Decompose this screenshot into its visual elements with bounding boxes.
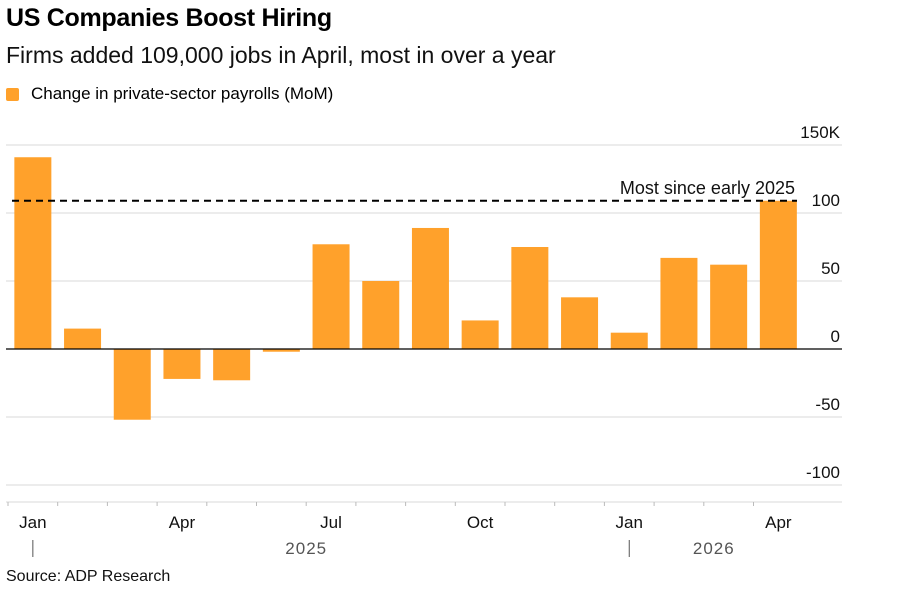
- x-tick-label: Jan: [616, 513, 643, 532]
- bar: [113, 349, 151, 420]
- bar: [610, 332, 648, 349]
- x-tick-label: Apr: [169, 513, 196, 532]
- legend-label: Change in private-sector payrolls (MoM): [31, 84, 334, 103]
- bar: [213, 349, 251, 381]
- year-label: 2025: [285, 539, 327, 558]
- reference-line-label: Most since early 2025: [620, 178, 795, 198]
- y-tick-label: 150K: [800, 123, 840, 142]
- x-tick-label: Jan: [19, 513, 46, 532]
- bar: [14, 157, 52, 349]
- y-tick-label: 100: [812, 191, 840, 210]
- bar: [262, 349, 300, 352]
- bar: [660, 257, 698, 349]
- legend-swatch: [6, 87, 19, 101]
- bar: [64, 328, 102, 349]
- bar: [511, 247, 549, 349]
- y-tick-label: 0: [831, 327, 840, 346]
- bar: [163, 349, 201, 379]
- y-tick-label: -100: [806, 463, 840, 482]
- chart-title: US Companies Boost Hiring: [6, 4, 332, 32]
- bar: [461, 320, 499, 349]
- bar: [362, 281, 400, 349]
- x-tick-label: Apr: [765, 513, 792, 532]
- bar: [710, 264, 748, 349]
- x-tick-label: Jul: [320, 513, 342, 532]
- bar: [312, 244, 350, 349]
- chart-subtitle: Firms added 109,000 jobs in April, most …: [6, 42, 556, 68]
- y-tick-label: -50: [815, 395, 840, 414]
- x-tick-label: Oct: [467, 513, 494, 532]
- bar: [411, 227, 449, 349]
- legend: Change in private-sector payrolls (MoM): [6, 84, 333, 104]
- bar: [561, 297, 599, 349]
- source-note: Source: ADP Research: [6, 568, 171, 585]
- year-label: 2026: [693, 539, 735, 558]
- y-tick-label: 50: [821, 259, 840, 278]
- bar: [759, 200, 797, 349]
